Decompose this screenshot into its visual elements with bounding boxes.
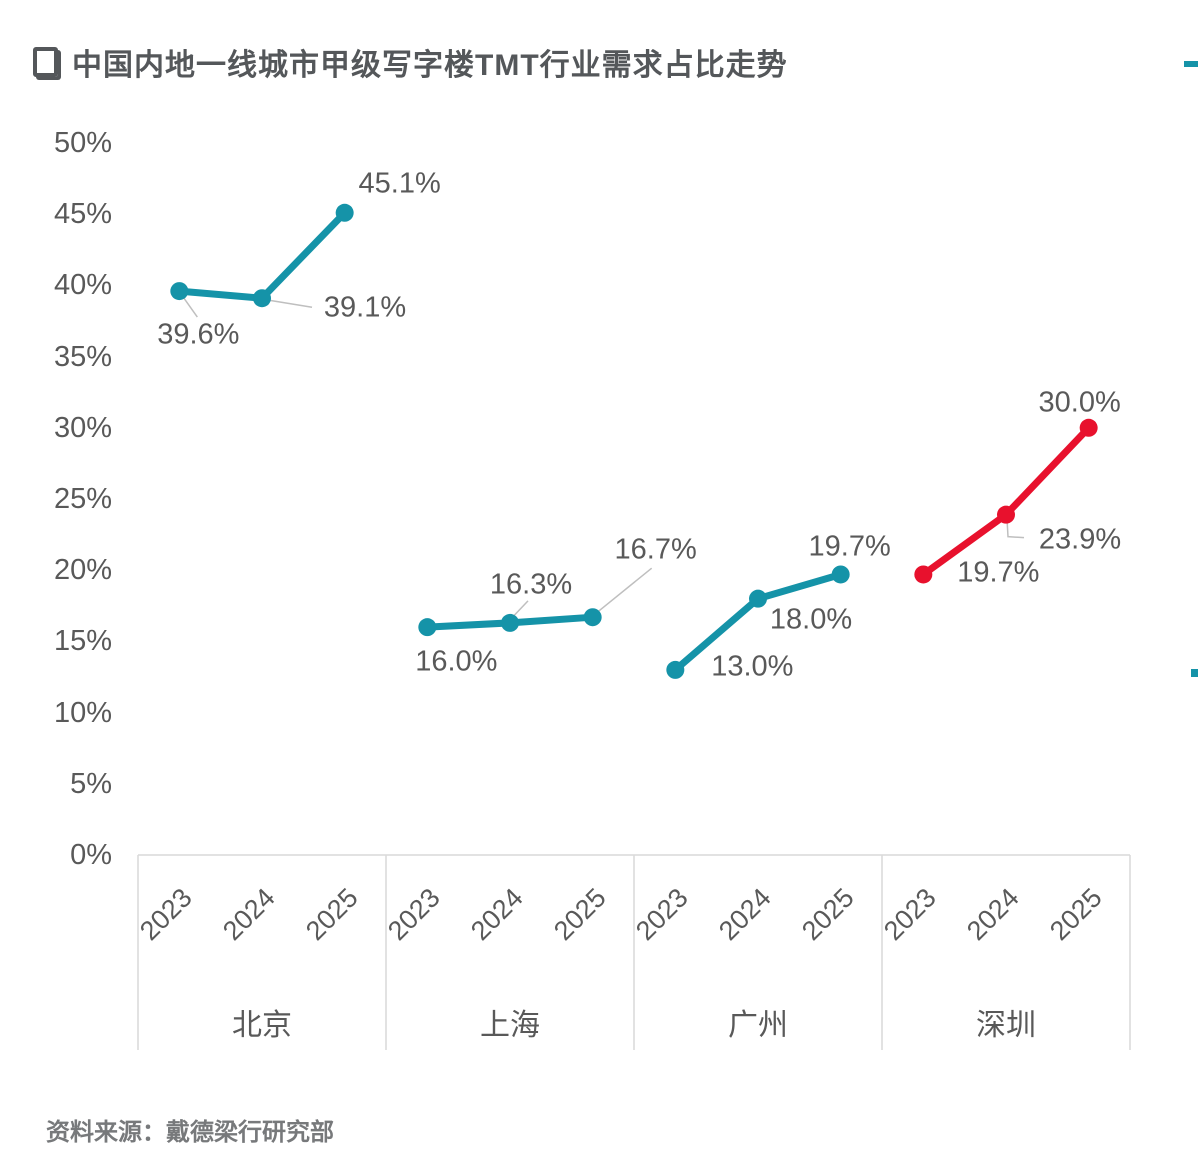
x-axis-city-shenzhen: 深圳 (976, 1009, 1036, 1042)
y-axis-tick-0: 0% (70, 839, 112, 871)
label-leader-line (1006, 518, 1025, 539)
x-axis-city-beijing: 北京 (232, 1009, 292, 1042)
data-label-guangzhou-2024: 18.0% (769, 603, 853, 636)
chart-title: 中国内地一线城市甲级写字楼TMT行业需求占比走势 (72, 49, 788, 82)
x-axis-city-shanghai: 上海 (480, 1009, 540, 1042)
data-point-guangzhou-2025 (831, 565, 850, 584)
label-leader-line (593, 567, 653, 616)
data-label-shenzhen-2024: 23.9% (1038, 523, 1122, 556)
y-axis-tick-25: 25% (53, 483, 112, 515)
label-leader-line (262, 298, 313, 308)
y-axis-tick-15: 15% (53, 625, 112, 658)
clipped-teal-mark-middle (1191, 669, 1198, 677)
data-label-shanghai-2024: 16.3% (489, 568, 573, 601)
data-label-shanghai-2025: 16.7% (614, 533, 697, 566)
series-line-beijing (175, 209, 349, 302)
data-point-shanghai-2025 (583, 608, 602, 627)
square-bullet-icon (33, 47, 58, 77)
data-label-beijing-2025: 45.1% (358, 167, 441, 200)
chart-title-row: 中国内地一线城市甲级写字楼TMT行业需求占比走势 (33, 40, 788, 84)
data-label-shenzhen-2025: 30.0% (1038, 386, 1121, 419)
y-axis-tick-45: 45% (53, 198, 112, 231)
data-label-guangzhou-2025: 19.7% (808, 530, 891, 563)
clipped-teal-mark-top (1184, 61, 1198, 67)
data-label-shanghai-2023: 16.0% (415, 645, 498, 678)
data-label-beijing-2023: 39.6% (157, 318, 240, 351)
y-axis-tick-20: 20% (53, 554, 112, 587)
y-axis-tick-40: 40% (53, 269, 112, 302)
y-axis-tick-30: 30% (53, 411, 112, 444)
data-point-beijing-2023 (170, 282, 189, 301)
y-axis-tick-50: 50% (53, 127, 112, 159)
data-point-shanghai-2024 (501, 613, 519, 632)
data-point-shenzhen-2024 (997, 505, 1015, 524)
data-point-guangzhou-2024 (749, 589, 767, 608)
data-label-shenzhen-2023: 19.7% (957, 556, 1040, 589)
data-point-guangzhou-2023 (666, 660, 685, 679)
data-point-shenzhen-2023 (914, 565, 933, 584)
source-note: 资料来源：戴德梁行研究部 (46, 1119, 334, 1146)
y-axis-tick-35: 35% (53, 340, 112, 373)
data-label-beijing-2024: 39.1% (323, 291, 407, 324)
data-point-beijing-2025 (335, 203, 354, 222)
data-point-shanghai-2023 (418, 618, 437, 637)
data-label-guangzhou-2023: 13.0% (711, 650, 794, 683)
data-point-shenzhen-2025 (1079, 418, 1098, 437)
y-axis-tick-10: 10% (53, 696, 112, 729)
y-axis-tick-5: 5% (70, 767, 112, 800)
x-axis-city-guangzhou: 广州 (728, 1009, 788, 1042)
data-point-beijing-2024 (253, 289, 271, 308)
